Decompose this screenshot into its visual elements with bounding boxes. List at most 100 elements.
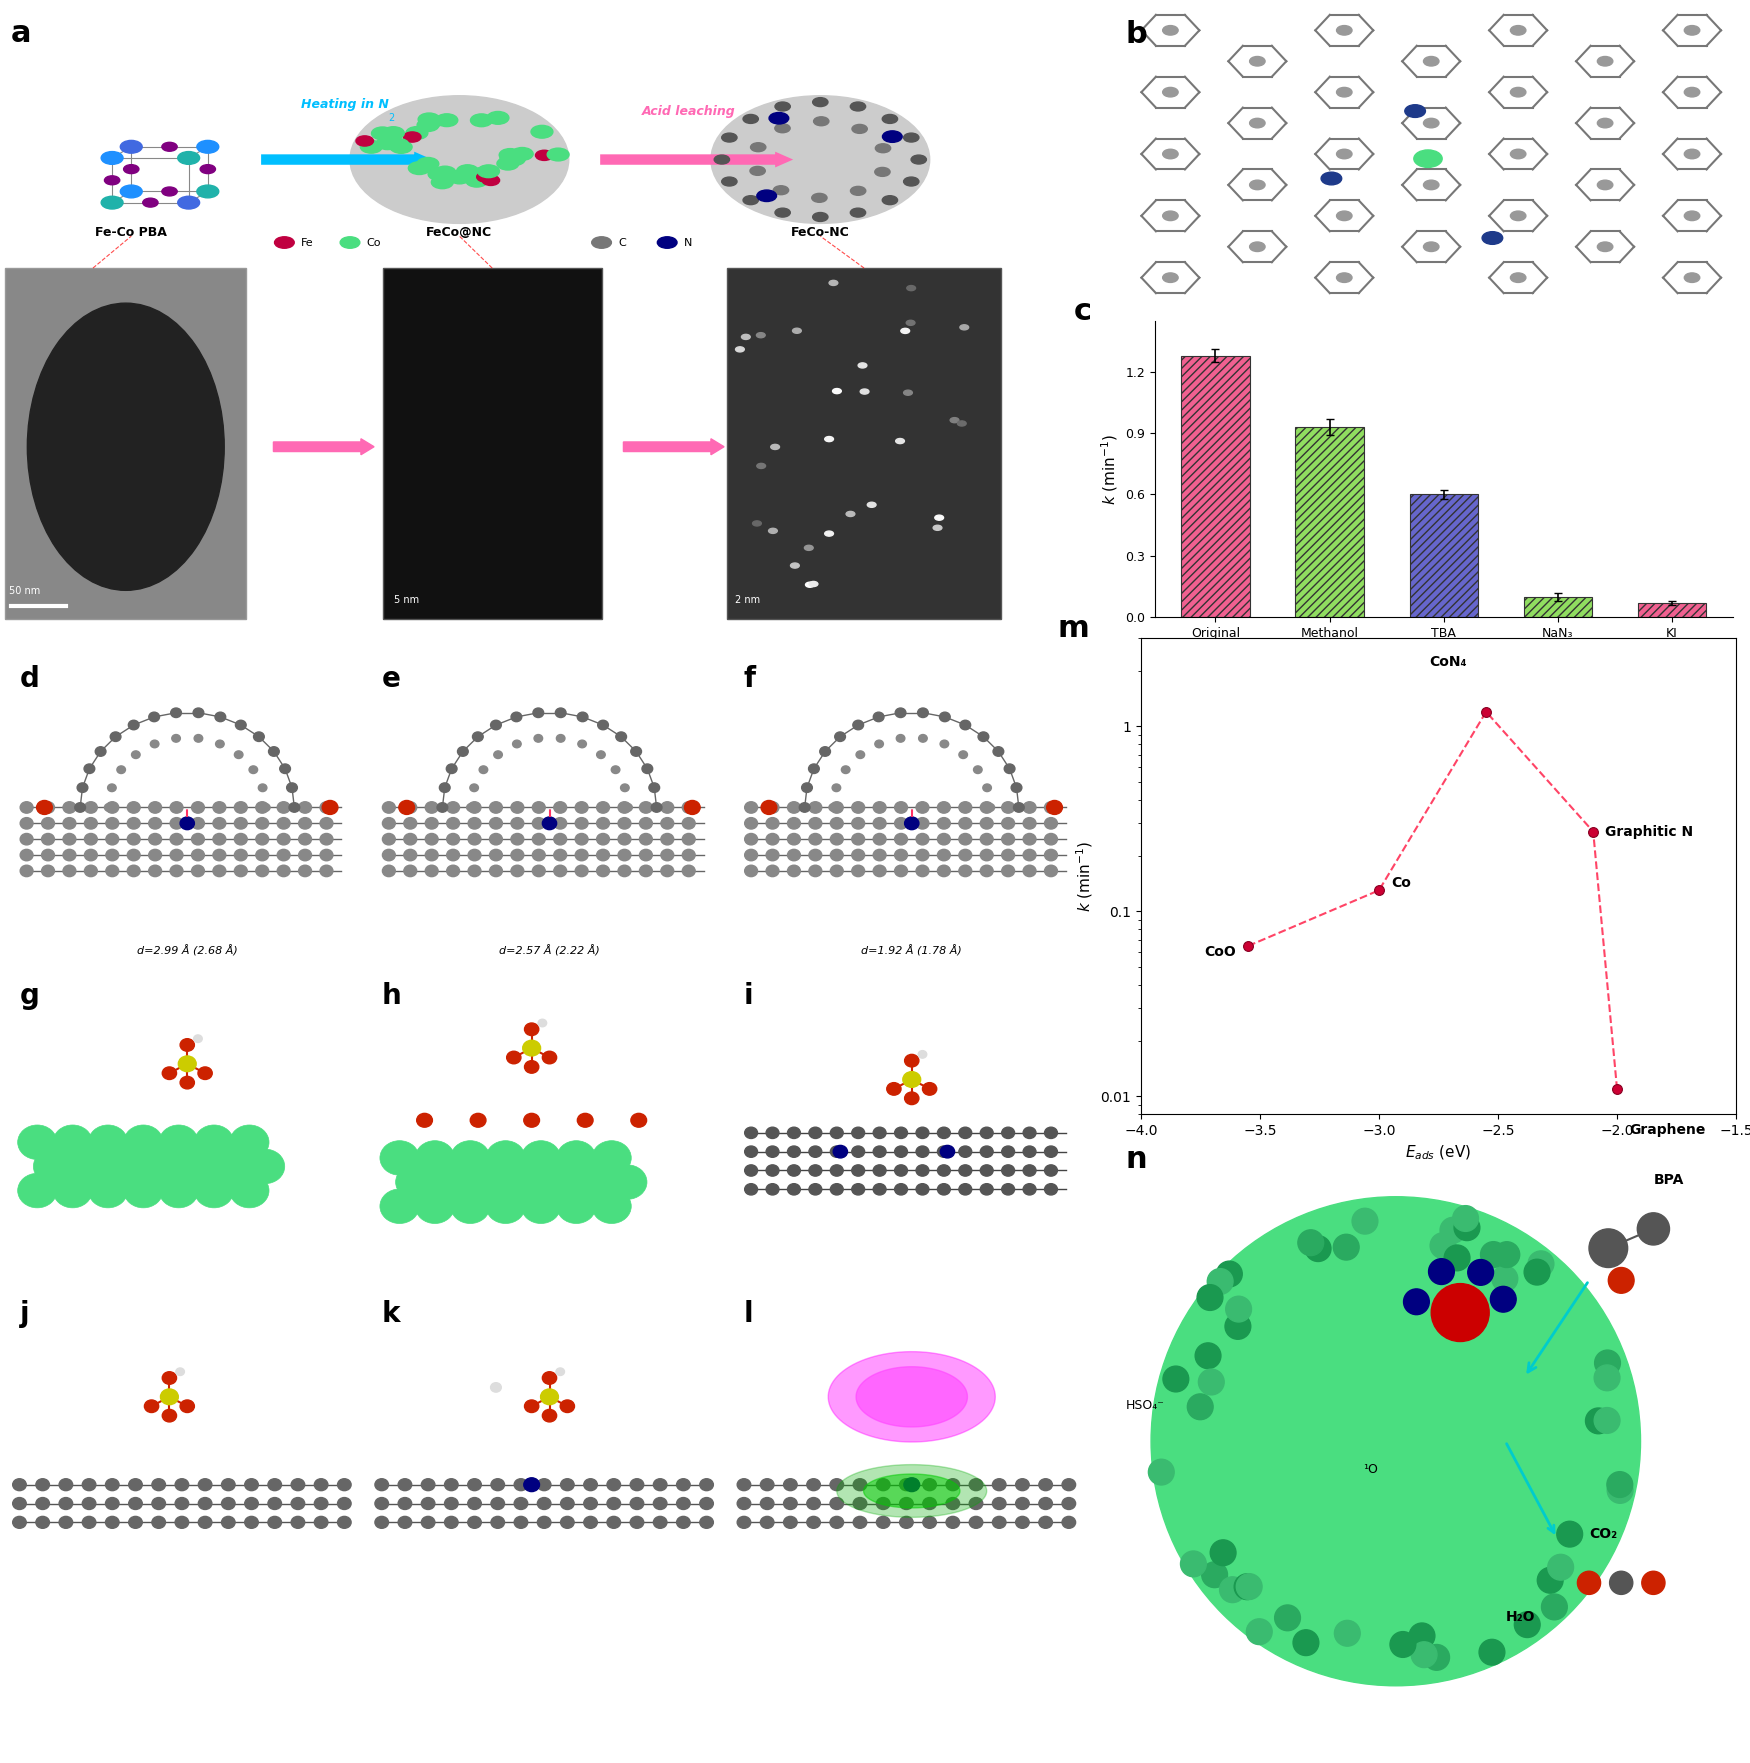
Circle shape (607, 1165, 648, 1199)
Circle shape (651, 802, 662, 813)
Circle shape (1001, 802, 1015, 813)
Text: H₂O: H₂O (1505, 1610, 1535, 1624)
Circle shape (276, 866, 290, 876)
Circle shape (315, 1516, 327, 1529)
Circle shape (299, 866, 311, 876)
Circle shape (130, 1497, 142, 1509)
Circle shape (383, 834, 396, 844)
Circle shape (196, 141, 219, 153)
Circle shape (420, 115, 443, 129)
Circle shape (1510, 212, 1526, 220)
Circle shape (1024, 1165, 1036, 1176)
Circle shape (467, 866, 481, 876)
Circle shape (406, 127, 427, 139)
Text: ¹O: ¹O (1363, 1463, 1379, 1476)
Circle shape (900, 1516, 914, 1529)
Circle shape (662, 866, 674, 876)
Text: Heating in N: Heating in N (301, 99, 388, 111)
Circle shape (592, 236, 611, 249)
Circle shape (42, 850, 54, 860)
Circle shape (128, 721, 138, 730)
Circle shape (1001, 1146, 1015, 1157)
Circle shape (1479, 1640, 1505, 1664)
Circle shape (830, 1479, 844, 1491)
Circle shape (102, 152, 122, 164)
Circle shape (444, 1497, 458, 1509)
Circle shape (761, 1479, 774, 1491)
Circle shape (1494, 1241, 1519, 1268)
Circle shape (234, 818, 247, 829)
Circle shape (807, 1479, 821, 1491)
Circle shape (68, 1149, 108, 1183)
Circle shape (922, 1082, 936, 1095)
Circle shape (842, 765, 850, 774)
Circle shape (572, 1165, 611, 1199)
Circle shape (1062, 1516, 1076, 1529)
Circle shape (404, 132, 422, 143)
Circle shape (350, 95, 569, 224)
Circle shape (446, 763, 457, 774)
Circle shape (875, 145, 891, 153)
Circle shape (371, 127, 394, 139)
Circle shape (1454, 1215, 1480, 1241)
Circle shape (850, 102, 866, 111)
Circle shape (161, 1389, 178, 1405)
Circle shape (553, 834, 567, 844)
Circle shape (677, 1497, 690, 1509)
Circle shape (714, 155, 730, 164)
Circle shape (1598, 56, 1614, 65)
Circle shape (877, 1479, 891, 1491)
Circle shape (170, 866, 184, 876)
Circle shape (852, 866, 864, 876)
Circle shape (677, 1516, 690, 1529)
Circle shape (768, 113, 789, 123)
Text: h: h (382, 982, 401, 1010)
Circle shape (536, 150, 553, 160)
Text: Fe-Co PBA: Fe-Co PBA (94, 226, 168, 240)
Circle shape (957, 421, 966, 427)
Text: j: j (19, 1299, 30, 1328)
Circle shape (980, 1146, 994, 1157)
Circle shape (438, 802, 448, 813)
Circle shape (992, 1479, 1006, 1491)
Circle shape (830, 1146, 844, 1157)
Circle shape (436, 115, 458, 127)
Circle shape (959, 850, 971, 860)
Circle shape (1577, 1571, 1601, 1594)
Circle shape (94, 748, 107, 756)
Circle shape (404, 866, 416, 876)
Circle shape (429, 167, 450, 180)
Circle shape (1148, 1460, 1174, 1484)
Circle shape (854, 1516, 866, 1529)
Circle shape (149, 834, 161, 844)
Circle shape (1638, 1213, 1669, 1245)
Circle shape (761, 800, 777, 815)
Circle shape (1594, 1350, 1620, 1375)
Circle shape (268, 1516, 282, 1529)
Circle shape (42, 834, 54, 844)
Circle shape (873, 818, 886, 829)
Circle shape (542, 816, 556, 830)
Circle shape (33, 1149, 74, 1183)
Circle shape (523, 1477, 539, 1491)
Circle shape (992, 1516, 1006, 1529)
Circle shape (102, 196, 122, 210)
Text: CoN₄: CoN₄ (1430, 656, 1466, 670)
Circle shape (808, 818, 822, 829)
Circle shape (808, 866, 822, 876)
Text: BPA: BPA (1654, 1172, 1684, 1186)
Circle shape (107, 785, 116, 792)
Circle shape (618, 866, 632, 876)
Circle shape (1062, 1497, 1076, 1509)
Circle shape (845, 511, 854, 517)
Circle shape (868, 502, 877, 508)
Circle shape (560, 1479, 574, 1491)
Circle shape (938, 866, 950, 876)
Circle shape (275, 236, 294, 249)
Circle shape (553, 866, 567, 876)
Circle shape (555, 709, 565, 718)
Bar (5, 268, 247, 619)
Circle shape (1024, 818, 1036, 829)
Circle shape (766, 802, 779, 813)
Circle shape (877, 1516, 891, 1529)
